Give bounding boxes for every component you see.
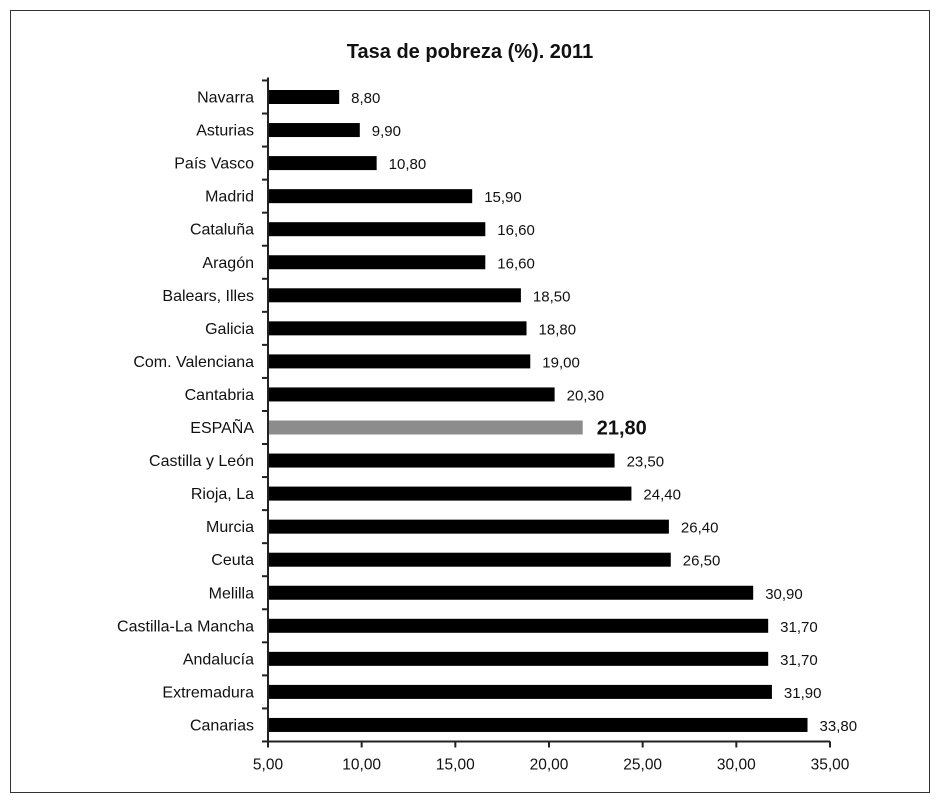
bar bbox=[269, 486, 632, 501]
value-label: 33,80 bbox=[820, 718, 858, 735]
bar bbox=[269, 519, 669, 534]
value-label: 31,70 bbox=[780, 619, 818, 636]
category-label: Melilla bbox=[209, 585, 254, 602]
x-tick-label: 25,00 bbox=[623, 756, 662, 773]
category-label: Rioja, La bbox=[191, 486, 254, 503]
value-label: 16,60 bbox=[497, 255, 535, 272]
category-label: Andalucía bbox=[183, 651, 254, 668]
value-label: 18,80 bbox=[539, 321, 577, 338]
value-label: 31,70 bbox=[780, 652, 818, 669]
bar bbox=[269, 354, 531, 369]
value-label: 30,90 bbox=[765, 586, 803, 603]
bar bbox=[269, 288, 521, 303]
category-label: Castilla y León bbox=[149, 453, 254, 470]
bar bbox=[269, 585, 754, 600]
category-label: Murcia bbox=[206, 519, 254, 536]
bar bbox=[269, 189, 473, 204]
value-label: 19,00 bbox=[542, 354, 580, 371]
category-label: País Vasco bbox=[174, 156, 254, 173]
bar bbox=[269, 156, 377, 171]
value-label: 18,50 bbox=[533, 288, 571, 305]
bar bbox=[269, 453, 615, 468]
category-label: Asturias bbox=[196, 123, 254, 140]
value-label: 10,80 bbox=[389, 156, 427, 173]
bar bbox=[269, 321, 527, 336]
value-label: 8,80 bbox=[351, 90, 380, 107]
x-tick-label: 15,00 bbox=[436, 756, 475, 773]
value-label: 23,50 bbox=[627, 454, 665, 471]
bar bbox=[269, 552, 671, 567]
bar bbox=[269, 255, 486, 270]
x-tick-label: 20,00 bbox=[530, 756, 569, 773]
value-label: 26,50 bbox=[683, 553, 721, 570]
bar bbox=[269, 90, 340, 104]
category-label: Cataluña bbox=[190, 222, 254, 239]
value-label: 24,40 bbox=[643, 487, 681, 504]
category-label: Aragón bbox=[202, 255, 254, 272]
x-tick-label: 5,00 bbox=[253, 756, 284, 773]
bar bbox=[269, 420, 583, 435]
category-label: Canarias bbox=[190, 717, 254, 734]
category-label: Cantabria bbox=[185, 387, 254, 404]
category-label: Extremadura bbox=[162, 684, 254, 701]
value-label: 9,90 bbox=[372, 123, 401, 140]
category-label: Ceuta bbox=[211, 552, 254, 569]
category-label: Balears, Illes bbox=[162, 288, 254, 305]
bar bbox=[269, 618, 769, 633]
bar bbox=[269, 717, 808, 732]
value-label: 20,30 bbox=[567, 387, 605, 404]
category-label: Galicia bbox=[205, 321, 254, 338]
x-tick-label: 35,00 bbox=[811, 756, 850, 773]
value-label: 21,80 bbox=[597, 418, 647, 440]
category-label: ESPAÑA bbox=[190, 417, 254, 437]
value-label: 16,60 bbox=[497, 222, 535, 239]
bar bbox=[269, 684, 772, 699]
bar bbox=[269, 387, 555, 402]
x-tick-label: 10,00 bbox=[342, 756, 381, 773]
category-label: Madrid bbox=[205, 189, 254, 206]
category-label: Navarra bbox=[197, 90, 254, 107]
category-label: Castilla-La Mancha bbox=[117, 618, 254, 635]
category-label: Com. Valenciana bbox=[133, 354, 254, 371]
x-tick-label: 30,00 bbox=[717, 756, 756, 773]
bar bbox=[269, 222, 486, 237]
bar bbox=[269, 123, 360, 138]
value-label: 15,90 bbox=[484, 189, 522, 206]
bar bbox=[269, 651, 769, 666]
value-label: 26,40 bbox=[681, 520, 719, 537]
value-label: 31,90 bbox=[784, 685, 822, 702]
chart-title: Tasa de pobreza (%). 2011 bbox=[346, 41, 594, 63]
